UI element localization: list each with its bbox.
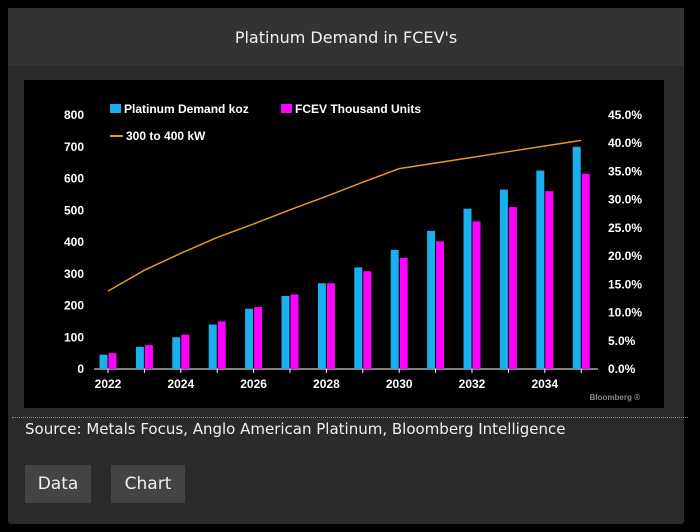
legend-platinum-label: Platinum Demand koz <box>124 102 249 116</box>
left-axis-tick-label: 400 <box>64 235 84 249</box>
page-title: Platinum Demand in FCEV's <box>8 8 684 66</box>
platinum-demand-bar <box>536 170 545 369</box>
right-axis-tick-label: 35.0% <box>608 164 642 178</box>
platinum-demand-bar <box>317 283 326 369</box>
fcev-units-bar <box>363 271 372 369</box>
fcev-units-bar <box>545 191 554 369</box>
platinum-demand-bar <box>245 308 254 369</box>
divider <box>12 417 688 418</box>
chart-panel: Platinum Demand in FCEV's 0 100 200 300 400 5… <box>8 8 688 524</box>
platinum-demand-bar <box>135 346 144 369</box>
left-axis-tick-label: 300 <box>64 267 84 281</box>
chart-area: 0 100 200 300 400 500 600 700 800 0.0% 5.0% 10.0% 15… <box>24 80 664 408</box>
right-axis-tick-label: 10.0% <box>608 306 642 320</box>
platinum-demand-bar <box>99 354 108 369</box>
left-axis-tick-label: 0 <box>77 362 84 376</box>
fcev-units-bar <box>508 207 517 369</box>
x-axis-tick-label: 2028 <box>313 377 340 391</box>
bloomberg-watermark: Bloomberg ® <box>590 393 640 402</box>
x-axis-tick-label: 2026 <box>240 377 267 391</box>
x-axis-tick-label: 2034 <box>531 377 558 391</box>
platinum-demand-bar <box>281 295 290 369</box>
right-axis-tick-label: 25.0% <box>608 221 642 235</box>
x-axis-tick-label: 2032 <box>459 377 486 391</box>
left-axis-tick-label: 500 <box>64 203 84 217</box>
right-axis-tick-label: 15.0% <box>608 277 642 291</box>
platinum-demand-bar <box>427 230 436 369</box>
platinum-demand-bar <box>499 189 508 369</box>
chart-button[interactable]: Chart <box>111 465 185 503</box>
left-axis-tick-label: 200 <box>64 299 84 313</box>
platinum-demand-bar <box>208 324 217 369</box>
fcev-units-bar <box>108 353 117 369</box>
right-axis-tick-label: 20.0% <box>608 249 642 263</box>
legend-fcev-swatch <box>281 104 292 113</box>
platinum-demand-bar <box>572 146 581 369</box>
platinum-demand-bar <box>172 337 181 369</box>
data-button[interactable]: Data <box>25 465 91 503</box>
right-axis-tick-label: 40.0% <box>608 136 642 150</box>
fcev-units-bar <box>290 294 299 369</box>
kw-series-line <box>107 139 582 292</box>
chart-svg: 0 100 200 300 400 500 600 700 800 0.0% 5.0% 10.0% 15… <box>64 102 642 402</box>
legend-line-label: 300 to 400 kW <box>126 129 206 143</box>
platinum-demand-bar <box>354 267 363 369</box>
source-note: Source: Metals Focus, Anglo American Pla… <box>25 420 566 438</box>
left-axis-tick-label: 800 <box>64 108 84 122</box>
x-axis-tick-label: 2030 <box>386 377 413 391</box>
legend-fcev-label: FCEV Thousand Units <box>295 102 421 116</box>
legend-platinum-swatch <box>110 104 121 113</box>
fcev-units-bar <box>326 283 335 369</box>
fcev-units-bar <box>254 307 263 369</box>
left-axis-tick-label: 700 <box>64 140 84 154</box>
platinum-demand-bar <box>390 249 399 369</box>
x-axis-tick-label: 2022 <box>95 377 122 391</box>
left-axis-tick-label: 100 <box>64 330 84 344</box>
right-axis-tick-label: 0.0% <box>608 362 636 376</box>
fcev-units-bar <box>181 334 190 369</box>
right-axis-tick-label: 30.0% <box>608 193 642 207</box>
x-axis-tick-label: 2024 <box>167 377 194 391</box>
right-axis-tick-label: 5.0% <box>608 334 636 348</box>
fcev-units-bar <box>436 241 445 369</box>
fcev-units-bar <box>581 173 590 369</box>
fcev-units-bar <box>472 221 481 369</box>
left-axis-tick-label: 600 <box>64 172 84 186</box>
platinum-demand-bar <box>463 208 472 369</box>
fcev-units-bar <box>399 257 408 369</box>
right-axis-tick-label: 45.0% <box>608 108 642 122</box>
fcev-units-bar <box>217 321 226 369</box>
fcev-units-bar <box>144 345 153 369</box>
